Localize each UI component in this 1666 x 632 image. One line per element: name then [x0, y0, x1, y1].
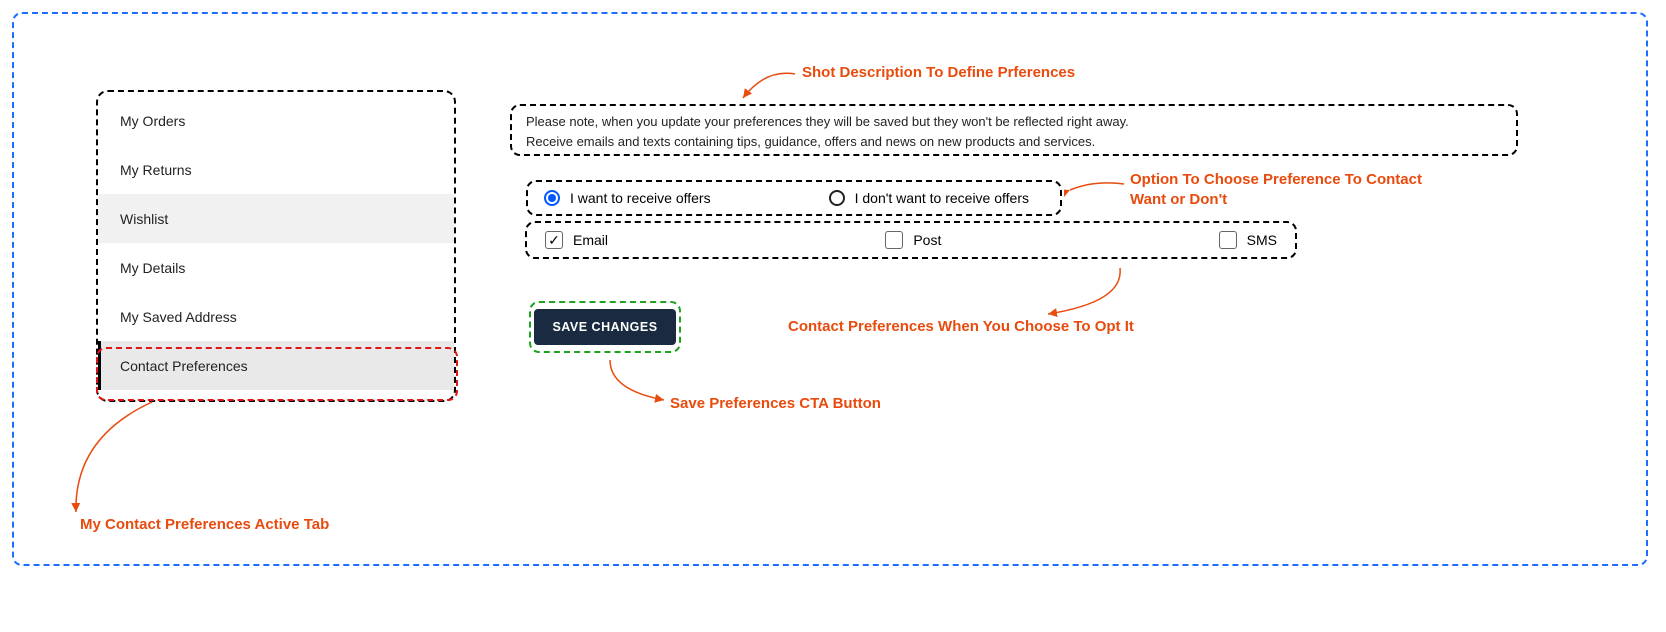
sidebar-item-label: Wishlist [120, 211, 168, 227]
sidebar-item-my-returns[interactable]: My Returns [98, 145, 454, 194]
sidebar-item-label: Contact Preferences [120, 358, 248, 374]
save-changes-button[interactable]: SAVE CHANGES [534, 309, 675, 345]
opt-in-radio-group: I want to receive offers I don't want to… [526, 180, 1062, 216]
radio-icon [544, 190, 560, 206]
sidebar-item-wishlist[interactable]: Wishlist [98, 194, 454, 243]
annotation-description: Shot Description To Define Prferences [802, 64, 1075, 81]
contact-method-checkbox-group: ✓ Email Post SMS [525, 221, 1297, 259]
description-box: Please note, when you update your prefer… [510, 104, 1518, 156]
checkbox-sms[interactable]: SMS [1219, 231, 1277, 249]
sidebar-item-my-saved-address[interactable]: My Saved Address [98, 292, 454, 341]
description-line-1: Please note, when you update your prefer… [526, 112, 1502, 132]
save-button-frame: SAVE CHANGES [529, 301, 681, 353]
sidebar-item-my-details[interactable]: My Details [98, 243, 454, 292]
checkbox-icon [885, 231, 903, 249]
radio-label: I want to receive offers [570, 190, 711, 206]
radio-want-offers[interactable]: I want to receive offers [544, 190, 711, 206]
sidebar-item-label: My Saved Address [120, 309, 237, 325]
radio-dont-want-offers[interactable]: I don't want to receive offers [829, 190, 1029, 206]
sidebar-item-contact-preferences[interactable]: Contact Preferences [98, 341, 454, 390]
checkbox-email[interactable]: ✓ Email [545, 231, 608, 249]
annotation-radio: Option To Choose Preference To Contact W… [1130, 170, 1460, 209]
checkbox-label: Email [573, 232, 608, 248]
annotation-save: Save Preferences CTA Button [670, 395, 881, 412]
checkbox-label: SMS [1247, 232, 1277, 248]
sidebar-nav: My Orders My Returns Wishlist My Details… [96, 90, 456, 402]
checkbox-icon: ✓ [545, 231, 563, 249]
checkbox-label: Post [913, 232, 941, 248]
sidebar-item-my-orders[interactable]: My Orders [98, 96, 454, 145]
checkbox-icon [1219, 231, 1237, 249]
radio-icon [829, 190, 845, 206]
annotation-checkboxes: Contact Preferences When You Choose To O… [788, 318, 1134, 335]
sidebar-item-label: My Orders [120, 113, 185, 129]
annotation-active-tab: My Contact Preferences Active Tab [80, 516, 329, 533]
checkbox-post[interactable]: Post [885, 231, 941, 249]
sidebar-item-label: My Details [120, 260, 185, 276]
description-line-2: Receive emails and texts containing tips… [526, 132, 1502, 152]
radio-label: I don't want to receive offers [855, 190, 1029, 206]
sidebar-item-label: My Returns [120, 162, 192, 178]
